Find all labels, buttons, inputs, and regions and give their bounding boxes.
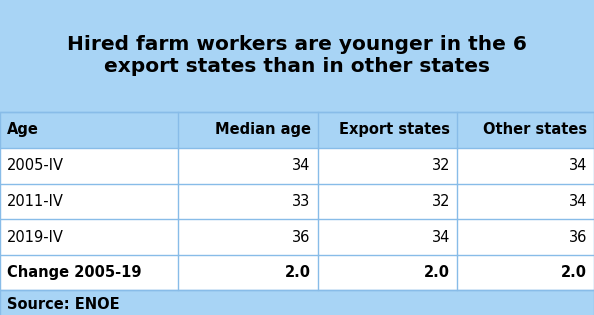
Text: 34: 34: [568, 158, 587, 173]
Text: 34: 34: [432, 230, 450, 244]
Text: Export states: Export states: [339, 123, 450, 137]
Text: 2005-IV: 2005-IV: [7, 158, 64, 173]
Bar: [0, 219, 594, 255]
Text: 2.0: 2.0: [561, 265, 587, 280]
Text: 2.0: 2.0: [424, 265, 450, 280]
Text: 34: 34: [568, 194, 587, 209]
Bar: [0, 148, 594, 184]
Text: 36: 36: [292, 230, 311, 244]
Text: Source: ENOE: Source: ENOE: [7, 297, 120, 312]
Text: 2019-IV: 2019-IV: [7, 230, 64, 244]
Bar: [0, 255, 594, 290]
Text: 34: 34: [292, 158, 311, 173]
Text: Change 2005-19: Change 2005-19: [7, 265, 141, 280]
Text: 2.0: 2.0: [285, 265, 311, 280]
Text: 36: 36: [568, 230, 587, 244]
Text: Age: Age: [7, 123, 39, 137]
Text: 33: 33: [292, 194, 311, 209]
Bar: [0, 184, 594, 219]
Bar: [0, 0, 594, 112]
Text: Other states: Other states: [483, 123, 587, 137]
Text: Median age: Median age: [214, 123, 311, 137]
Text: 32: 32: [432, 194, 450, 209]
Bar: [0, 290, 594, 315]
Text: 32: 32: [432, 158, 450, 173]
Text: 2011-IV: 2011-IV: [7, 194, 64, 209]
Text: Hired farm workers are younger in the 6
export states than in other states: Hired farm workers are younger in the 6 …: [67, 35, 527, 77]
Bar: [0, 112, 594, 148]
